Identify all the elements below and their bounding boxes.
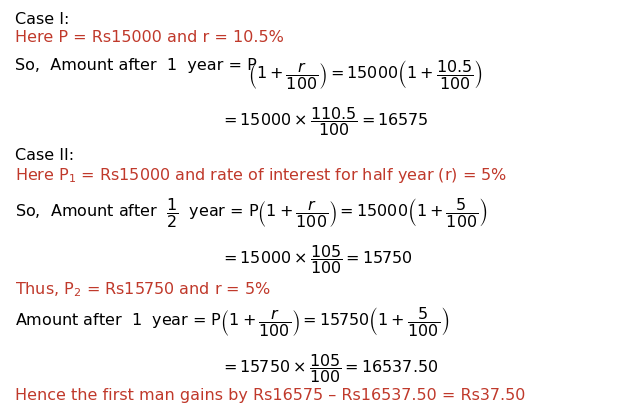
Text: Hence the first man gains by Rs16575 – Rs16537.50 = Rs37.50: Hence the first man gains by Rs16575 – R… [15,388,526,403]
Text: $= 15750\times\dfrac{105}{100} = 16537.50$: $= 15750\times\dfrac{105}{100} = 16537.5… [220,352,438,385]
Text: Here P$_1$ = Rs15000 and rate of interest for half year (r) = 5%: Here P$_1$ = Rs15000 and rate of interes… [15,166,507,185]
Text: $= 15000\times\dfrac{105}{100} = 15750$: $= 15000\times\dfrac{105}{100} = 15750$ [220,243,413,276]
Text: Thus, P$_2$ = Rs15750 and r = 5%: Thus, P$_2$ = Rs15750 and r = 5% [15,280,271,299]
Text: So,  Amount after  1  year = P: So, Amount after 1 year = P [15,58,257,73]
Text: So,  Amount after  $\dfrac{1}{2}$  year = P$\left(1+\dfrac{r}{100}\right) = 1500: So, Amount after $\dfrac{1}{2}$ year = P… [15,196,488,229]
Text: Amount after  1  year = P$\left(1+\dfrac{r}{100}\right) = 15750\left(1+\dfrac{5}: Amount after 1 year = P$\left(1+\dfrac{r… [15,305,449,338]
Text: Case I:: Case I: [15,12,69,27]
Text: Case II:: Case II: [15,148,74,163]
Text: $\left(1+\dfrac{r}{100}\right) = 15000\left(1+\dfrac{10.5}{100}\right)$: $\left(1+\dfrac{r}{100}\right) = 15000\l… [248,58,483,91]
Text: $= 15000\times\dfrac{110.5}{100} = 16575$: $= 15000\times\dfrac{110.5}{100} = 16575… [220,105,428,138]
Text: Here P = Rs15000 and r = 10.5%: Here P = Rs15000 and r = 10.5% [15,30,284,45]
